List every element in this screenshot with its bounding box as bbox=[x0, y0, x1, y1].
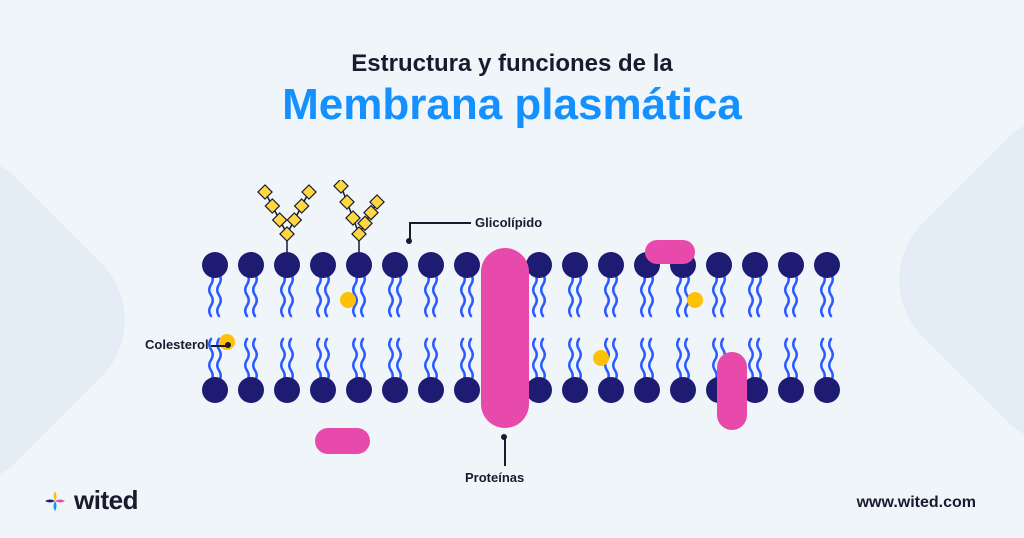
main-title: Membrana plasmática bbox=[0, 80, 1024, 130]
leader-glicolipido-h bbox=[409, 222, 471, 224]
subtitle: Estructura y funciones de la bbox=[0, 50, 1024, 78]
title-area: Estructura y funciones de la Membrana pl… bbox=[0, 50, 1024, 130]
logo: wited bbox=[42, 485, 138, 516]
leader-glicolipido-dot bbox=[406, 238, 412, 244]
bg-shape-left bbox=[0, 122, 158, 518]
leader-proteinas-dot bbox=[501, 434, 507, 440]
logo-text: wited bbox=[74, 485, 138, 516]
label-proteinas: Proteínas bbox=[465, 470, 524, 485]
membrane-diagram: Glicolípido Colesterol Proteínas bbox=[155, 180, 875, 480]
bg-shape-right bbox=[866, 82, 1024, 478]
logo-icon bbox=[42, 488, 68, 514]
label-colesterol: Colesterol bbox=[145, 337, 209, 352]
brand-url: www.wited.com bbox=[857, 494, 976, 512]
leader-proteinas-v bbox=[504, 438, 506, 466]
label-glicolipido: Glicolípido bbox=[475, 215, 542, 230]
leader-colesterol-dot bbox=[225, 342, 231, 348]
